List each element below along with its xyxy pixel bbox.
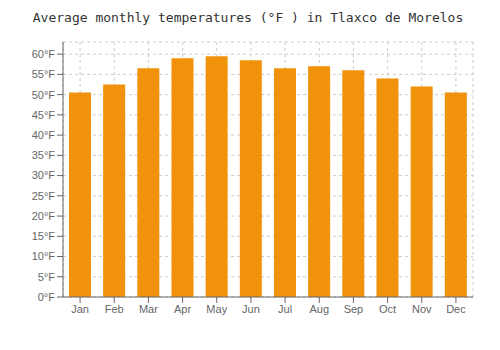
svg-text:Oct: Oct xyxy=(379,303,396,315)
svg-text:Aug: Aug xyxy=(309,303,329,315)
svg-text:25°F: 25°F xyxy=(32,190,56,202)
svg-text:Apr: Apr xyxy=(174,303,191,315)
html-text:Average monthly temperatures (: Average monthly temperatures (°F ) in Tl… xyxy=(32,10,464,25)
svg-text:Nov: Nov xyxy=(412,303,432,315)
svg-text:60°F: 60°F xyxy=(32,48,56,60)
svg-text:Jul: Jul xyxy=(278,303,292,315)
svg-text:Dec: Dec xyxy=(446,303,466,315)
svg-text:Feb: Feb xyxy=(105,303,124,315)
svg-text:40°F: 40°F xyxy=(32,129,56,141)
svg-text:Sep: Sep xyxy=(344,303,364,315)
svg-text:0°F: 0°F xyxy=(38,291,56,303)
svg-text:5°F: 5°F xyxy=(38,271,56,283)
svg-text:50°F: 50°F xyxy=(32,89,56,101)
svg-text:10°F: 10°F xyxy=(32,250,56,262)
svg-text:Jun: Jun xyxy=(242,303,260,315)
svg-text:Jan: Jan xyxy=(71,303,89,315)
svg-text:45°F: 45°F xyxy=(32,109,56,121)
svg-text:55°F: 55°F xyxy=(32,68,56,80)
svg-text:May: May xyxy=(206,303,227,315)
svg-text:Mar: Mar xyxy=(139,303,158,315)
svg-text:20°F: 20°F xyxy=(32,210,56,222)
svg-text:30°F: 30°F xyxy=(32,169,56,181)
svg-text:35°F: 35°F xyxy=(32,149,56,161)
svg-text:15°F: 15°F xyxy=(32,230,56,242)
